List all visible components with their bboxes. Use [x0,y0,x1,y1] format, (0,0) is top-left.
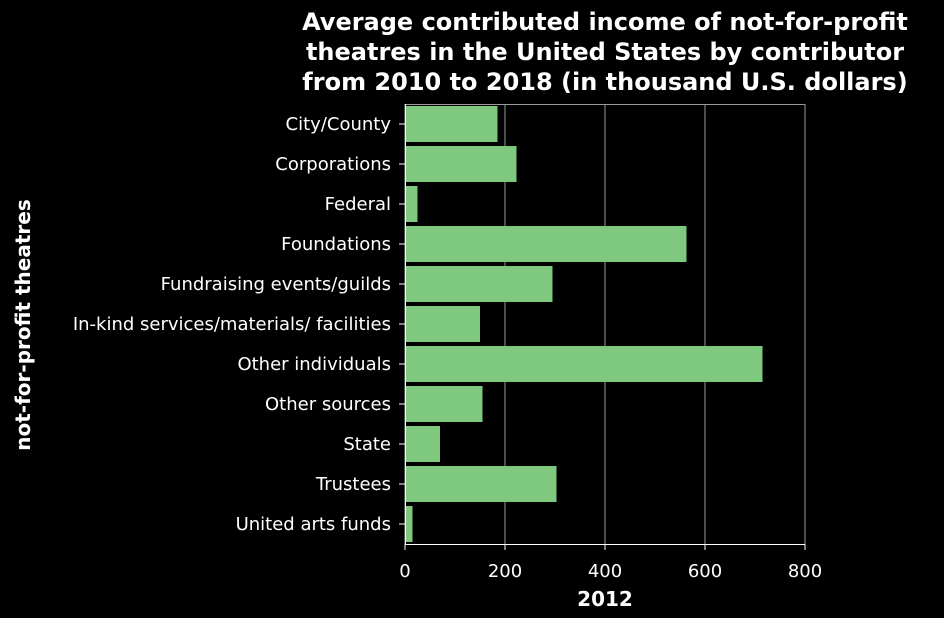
y-tick-label: Other sources [265,394,391,415]
x-tick-label: 200 [488,561,522,582]
bar [405,226,687,262]
x-axis-title: 2012 [577,587,633,611]
bar [405,266,553,302]
y-tick-label: Foundations [281,234,391,255]
y-axis: City/County Corporations Federal Foundation… [73,104,406,544]
y-tick-label: City/County [286,114,392,135]
bar [405,426,440,462]
bar [405,106,498,142]
y-tick-label: United arts funds [236,514,391,535]
y-tick-label: Corporations [275,154,391,175]
x-axis: 0 200 400 600 800 [399,544,822,582]
y-tick-label: In-kind services/materials/ facilities [73,314,391,335]
y-tick-label: Other individuals [237,354,391,375]
chart-title: Average contributed income of not-for-pr… [302,8,908,96]
bar [405,306,480,342]
x-tick-label: 600 [688,561,722,582]
x-tick-label: 400 [588,561,622,582]
y-tick-label: Fundraising events/guilds [161,274,391,295]
x-tick-label: 800 [788,561,822,582]
bar [405,506,413,542]
y-tick-label: State [343,434,391,455]
bar [405,466,557,502]
y-tick-label: Trustees [315,474,391,495]
bar [405,386,483,422]
chart-title-line-1: Average contributed income of not-for-pr… [302,8,908,36]
chart-title-line-2: theatres in the United States by contrib… [306,38,904,66]
bars [405,106,763,542]
y-tick-label: Federal [325,194,391,215]
bar [405,346,763,382]
y-axis-title: not-for-profit theatres [11,199,35,450]
bar [405,146,517,182]
chart-title-line-3: from 2010 to 2018 (in thousand U.S. doll… [302,68,907,96]
bar [405,186,418,222]
x-tick-label: 0 [399,561,410,582]
